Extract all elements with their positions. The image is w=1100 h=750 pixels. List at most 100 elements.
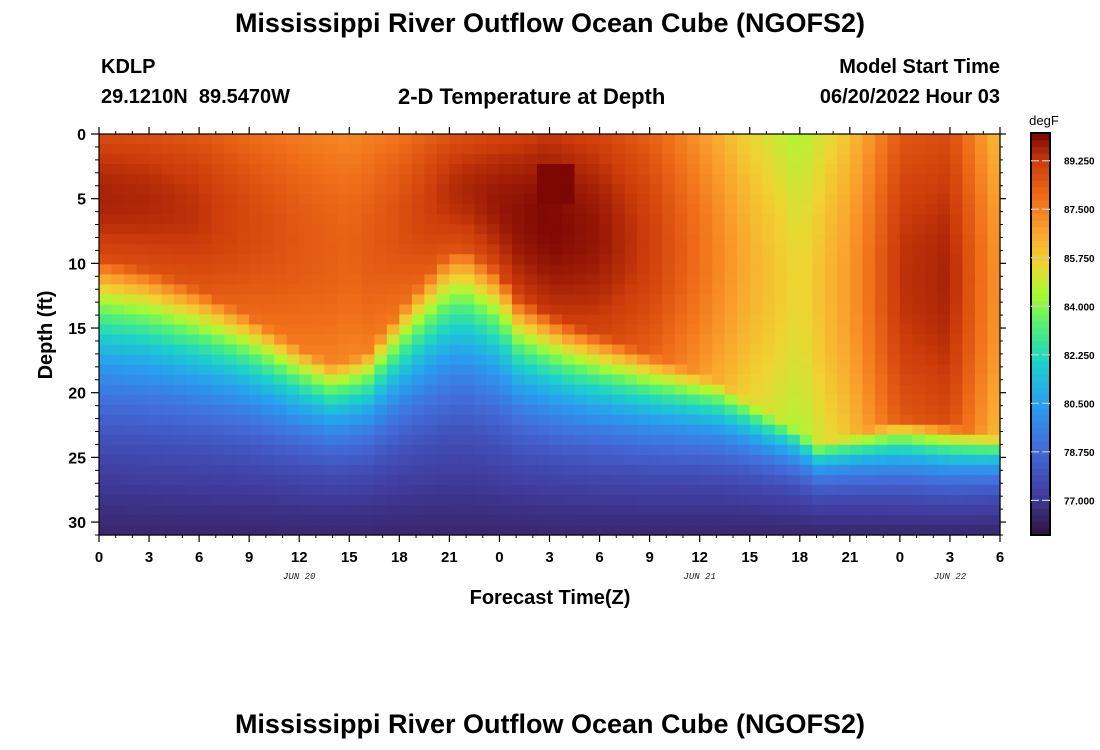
heatmap-cell bbox=[812, 504, 826, 516]
heatmap-cell bbox=[236, 444, 250, 456]
colorbar-unit: degF bbox=[1029, 113, 1059, 128]
heatmap-cell bbox=[612, 274, 626, 285]
heatmap-cell bbox=[499, 434, 513, 446]
heatmap-cell bbox=[862, 164, 876, 175]
heatmap-cell bbox=[762, 164, 776, 175]
heatmap-cell bbox=[587, 404, 601, 416]
heatmap-cell bbox=[174, 484, 188, 496]
heatmap-cell bbox=[211, 304, 225, 316]
model-start-value: 06/20/2022 Hour 03 bbox=[819, 86, 1000, 108]
heatmap-cell bbox=[299, 314, 313, 326]
heatmap-cell bbox=[962, 494, 976, 506]
heatmap-cell bbox=[436, 444, 450, 456]
heatmap-cell bbox=[436, 214, 450, 225]
heatmap-cell bbox=[311, 434, 325, 446]
heatmap-cell bbox=[949, 424, 964, 436]
heatmap-cell bbox=[136, 474, 150, 486]
heatmap-cell bbox=[587, 194, 601, 205]
heatmap-cell bbox=[336, 194, 350, 205]
heatmap-cell bbox=[699, 154, 713, 165]
heatmap-cell bbox=[862, 354, 876, 366]
heatmap-cell bbox=[812, 134, 826, 145]
heatmap-cell bbox=[799, 224, 813, 235]
heatmap-cell bbox=[699, 334, 713, 346]
heatmap-cell bbox=[461, 184, 476, 195]
heatmap-cell bbox=[937, 354, 951, 366]
heatmap-cell bbox=[411, 454, 425, 466]
heatmap-cell bbox=[987, 434, 1001, 446]
heatmap-cell bbox=[461, 404, 476, 416]
heatmap-cell bbox=[987, 154, 1001, 165]
heatmap-cell bbox=[324, 354, 338, 366]
heatmap-cell bbox=[386, 504, 400, 516]
heatmap-cell bbox=[286, 314, 300, 326]
heatmap-cell bbox=[549, 504, 563, 516]
heatmap-cell bbox=[499, 394, 513, 406]
heatmap-cell bbox=[399, 254, 413, 265]
heatmap-cell bbox=[399, 314, 413, 326]
chart-title: 2-D Temperature at Depth bbox=[398, 84, 666, 109]
heatmap-cell bbox=[749, 224, 763, 235]
heatmap-cell bbox=[787, 524, 801, 536]
colorbar-segment bbox=[1031, 514, 1050, 523]
heatmap-cell bbox=[862, 464, 876, 476]
heatmap-cell bbox=[324, 254, 338, 265]
heatmap-cell bbox=[974, 264, 989, 275]
heatmap-cell bbox=[286, 354, 300, 366]
heatmap-cell bbox=[824, 304, 838, 316]
heatmap-cell bbox=[587, 354, 601, 366]
heatmap-cell bbox=[787, 474, 801, 486]
heatmap-cell bbox=[887, 504, 901, 516]
heatmap-cell bbox=[461, 324, 476, 336]
heatmap-cell bbox=[324, 524, 338, 536]
heatmap-cell bbox=[599, 274, 613, 285]
heatmap-cell bbox=[674, 334, 688, 346]
heatmap-cell bbox=[624, 234, 638, 245]
heatmap-cell bbox=[987, 324, 1001, 336]
heatmap-cell bbox=[349, 274, 363, 285]
heatmap-cell bbox=[286, 404, 300, 416]
heatmap-cell bbox=[324, 484, 338, 496]
heatmap-cell bbox=[762, 254, 776, 265]
heatmap-cell bbox=[787, 254, 801, 265]
heatmap-cell bbox=[299, 224, 313, 235]
heatmap-cell bbox=[624, 344, 638, 356]
heatmap-cell bbox=[799, 444, 813, 456]
heatmap-cell bbox=[624, 294, 638, 306]
heatmap-cell bbox=[674, 274, 688, 285]
heatmap-cell bbox=[124, 364, 138, 376]
heatmap-cell bbox=[324, 474, 338, 486]
heatmap-cell bbox=[149, 164, 163, 175]
heatmap-cell bbox=[511, 334, 526, 346]
heatmap-cell bbox=[386, 344, 400, 356]
heatmap-cell bbox=[474, 494, 488, 506]
heatmap-cell bbox=[587, 304, 601, 316]
heatmap-cell bbox=[374, 384, 388, 396]
heatmap-cell bbox=[937, 184, 951, 195]
heatmap-cell bbox=[274, 284, 288, 295]
heatmap-cell bbox=[574, 244, 588, 255]
heatmap-cell bbox=[161, 234, 175, 245]
heatmap-cell bbox=[299, 164, 313, 175]
heatmap-cell bbox=[824, 254, 838, 265]
heatmap-cell bbox=[562, 414, 576, 426]
heatmap-cell bbox=[374, 524, 388, 536]
heatmap-cell bbox=[299, 484, 313, 496]
heatmap-cell bbox=[649, 444, 663, 456]
heatmap-cell bbox=[99, 504, 113, 516]
heatmap-cell bbox=[236, 214, 250, 225]
heatmap-cell bbox=[912, 374, 926, 386]
heatmap-cell bbox=[687, 444, 701, 456]
heatmap-cell bbox=[511, 214, 526, 225]
heatmap-cell bbox=[549, 414, 563, 426]
heatmap-cell bbox=[899, 284, 913, 295]
heatmap-cell bbox=[887, 384, 901, 396]
heatmap-cell bbox=[687, 494, 701, 506]
heatmap-cell bbox=[887, 144, 901, 155]
heatmap-cell bbox=[324, 174, 338, 185]
heatmap-cell bbox=[399, 284, 413, 295]
heatmap-cell bbox=[724, 514, 738, 526]
heatmap-cell bbox=[186, 454, 200, 466]
heatmap-cell bbox=[812, 234, 826, 245]
heatmap-cell bbox=[349, 204, 363, 215]
